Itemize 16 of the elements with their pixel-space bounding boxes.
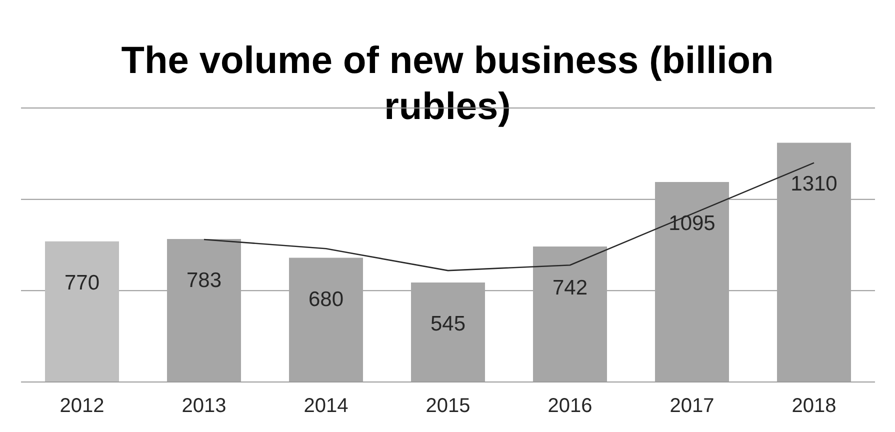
x-tick-label: 2016 [548, 395, 592, 418]
data-label: 770 [64, 271, 100, 294]
bar [45, 241, 119, 382]
data-label: 545 [430, 312, 466, 336]
x-tick-label: 2014 [304, 395, 348, 418]
x-tick-label: 2015 [426, 395, 470, 418]
data-label: 680 [308, 288, 344, 311]
chart-title: The volume of new business (billion rubles) [120, 39, 775, 130]
x-tick-label: 2012 [60, 395, 104, 418]
data-label: 1095 [668, 212, 716, 235]
data-label: 783 [186, 268, 222, 292]
x-tick-label: 2013 [182, 395, 226, 418]
data-label: 1310 [790, 172, 838, 196]
x-tick-label: 2017 [670, 395, 714, 418]
x-tick-label: 2018 [792, 395, 836, 418]
data-label: 742 [552, 276, 588, 300]
